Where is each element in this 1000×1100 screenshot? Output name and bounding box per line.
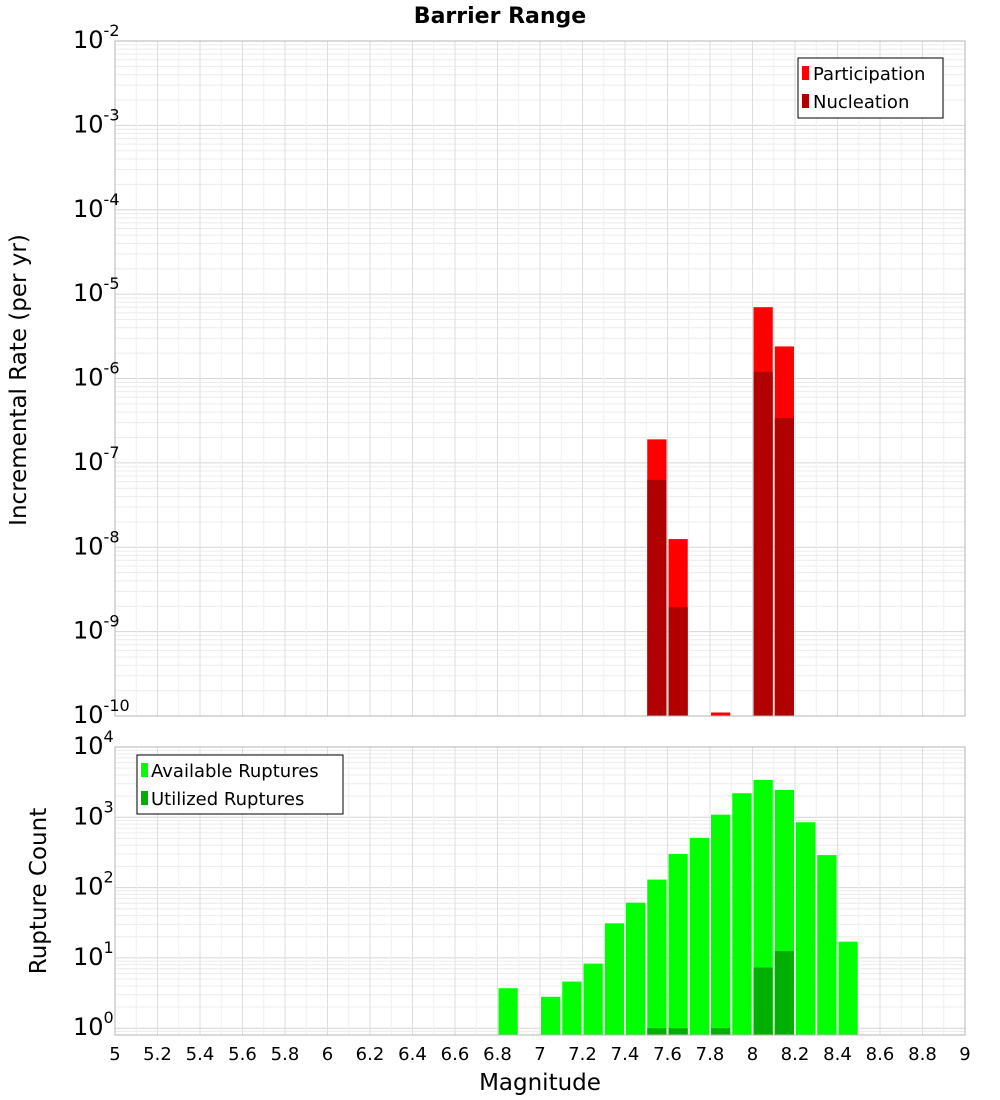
bar-available-ruptures xyxy=(817,855,837,1035)
legend-label-available: Available Ruptures xyxy=(151,761,319,782)
legend-swatch-utilized xyxy=(141,791,148,805)
bar-available-ruptures xyxy=(732,793,752,1035)
count-bars xyxy=(498,779,858,1035)
x-tick-label: 5.8 xyxy=(271,1044,300,1065)
legend-label-nucleation: Nucleation xyxy=(813,92,909,113)
bar-available-ruptures xyxy=(562,981,582,1035)
x-tick-label: 8.4 xyxy=(823,1044,852,1065)
legend-label-participation: Participation xyxy=(813,64,925,85)
rate-legend-box xyxy=(797,57,944,119)
bar-utilized-ruptures xyxy=(711,1028,731,1035)
rate-legend: Participation Nucleation xyxy=(797,57,944,119)
rate-y-tick-label: 10-10 xyxy=(73,696,130,729)
bar-utilized-ruptures xyxy=(753,967,773,1035)
count-legend: Available Ruptures Utilized Ruptures xyxy=(136,754,344,815)
rate-y-tick-label: 10-9 xyxy=(73,612,120,645)
rate-y-tick-label: 10-7 xyxy=(73,443,120,476)
bar-utilized-ruptures xyxy=(668,1028,688,1035)
rate-bars xyxy=(647,307,794,716)
count-legend-box xyxy=(136,754,344,815)
rate-y-tick-label: 10-8 xyxy=(73,527,120,560)
bar-available-ruptures xyxy=(583,963,603,1035)
count-plot: 100 101 102 103 104 Rupture Count Available … xyxy=(26,727,971,1096)
count-y-tick-label: 103 xyxy=(73,797,114,830)
x-tick-label: 6.6 xyxy=(441,1044,470,1065)
bar-available-ruptures xyxy=(689,837,709,1035)
x-tick-label: 7 xyxy=(534,1044,545,1065)
rate-y-tick-label: 10-2 xyxy=(73,21,120,54)
x-axis-label: Magnitude xyxy=(479,1070,601,1096)
x-tick-label: 9 xyxy=(959,1044,970,1065)
count-y-ticks: 100 101 102 103 104 xyxy=(73,727,114,1041)
rate-y-axis-label: Incremental Rate (per yr) xyxy=(6,234,32,526)
rate-grid xyxy=(114,41,966,717)
legend-swatch-participation xyxy=(802,66,809,80)
x-tick-label: 7.6 xyxy=(653,1044,682,1065)
bar-participation xyxy=(711,712,731,716)
count-y-tick-label: 102 xyxy=(73,868,114,901)
bar-nucleation xyxy=(774,418,794,716)
x-tick-label: 7.8 xyxy=(696,1044,725,1065)
bar-available-ruptures xyxy=(668,854,688,1035)
x-tick-label: 5.6 xyxy=(228,1044,257,1065)
rate-y-tick-label: 10-3 xyxy=(73,105,120,138)
bar-available-ruptures xyxy=(541,996,561,1035)
bar-available-ruptures xyxy=(838,941,858,1035)
legend-label-utilized: Utilized Ruptures xyxy=(151,789,304,810)
bar-nucleation xyxy=(753,371,773,716)
legend-swatch-nucleation xyxy=(802,94,809,108)
x-tick-label: 7.2 xyxy=(568,1044,597,1065)
x-tick-label: 6.2 xyxy=(356,1044,385,1065)
rate-plot: 10-10 10-9 10-8 10-7 10-6 10-5 10-4 10-3 10-2 In… xyxy=(6,21,966,729)
x-tick-label: 8.2 xyxy=(781,1044,810,1065)
rate-y-ticks: 10-10 10-9 10-8 10-7 10-6 10-5 10-4 10-3 10-2 xyxy=(73,21,130,729)
bar-available-ruptures xyxy=(711,814,731,1035)
x-tick-label: 5.2 xyxy=(143,1044,172,1065)
x-tick-label: 5 xyxy=(109,1044,120,1065)
x-tick-label: 8.8 xyxy=(908,1044,937,1065)
count-y-tick-label: 100 xyxy=(73,1008,114,1041)
bar-available-ruptures xyxy=(626,902,646,1035)
x-tick-label: 8.6 xyxy=(866,1044,895,1065)
bar-available-ruptures xyxy=(604,923,624,1035)
bar-utilized-ruptures xyxy=(647,1028,667,1035)
count-plot-frame xyxy=(114,746,966,1036)
legend-swatch-available xyxy=(141,763,148,777)
x-tick-label: 6.8 xyxy=(483,1044,512,1065)
x-tick-label: 6.4 xyxy=(398,1044,427,1065)
bar-nucleation xyxy=(647,479,667,716)
x-tick-label: 6 xyxy=(322,1044,333,1065)
bar-utilized-ruptures xyxy=(774,951,794,1035)
count-y-axis-label: Rupture Count xyxy=(26,808,52,974)
magnitude-x-ticks: 5 5.2 5.4 5.6 5.8 6 6.2 6.4 6.6 6.8 7 7.2 7.4 7.6 7.8 8… xyxy=(109,1044,970,1065)
rate-y-tick-label: 10-4 xyxy=(73,190,120,223)
x-tick-label: 8 xyxy=(747,1044,758,1065)
x-tick-label: 7.4 xyxy=(611,1044,640,1065)
rate-y-tick-label: 10-6 xyxy=(73,359,120,392)
count-y-tick-label: 104 xyxy=(73,727,114,760)
bar-available-ruptures xyxy=(647,879,667,1035)
rate-plot-frame xyxy=(114,40,966,717)
bar-available-ruptures xyxy=(498,988,518,1035)
bar-available-ruptures xyxy=(796,822,816,1035)
chart-title: Barrier Range xyxy=(414,4,586,29)
rate-y-tick-label: 10-5 xyxy=(73,274,120,307)
bar-nucleation xyxy=(668,607,688,716)
count-y-tick-label: 101 xyxy=(73,938,114,971)
x-tick-label: 5.4 xyxy=(186,1044,215,1065)
